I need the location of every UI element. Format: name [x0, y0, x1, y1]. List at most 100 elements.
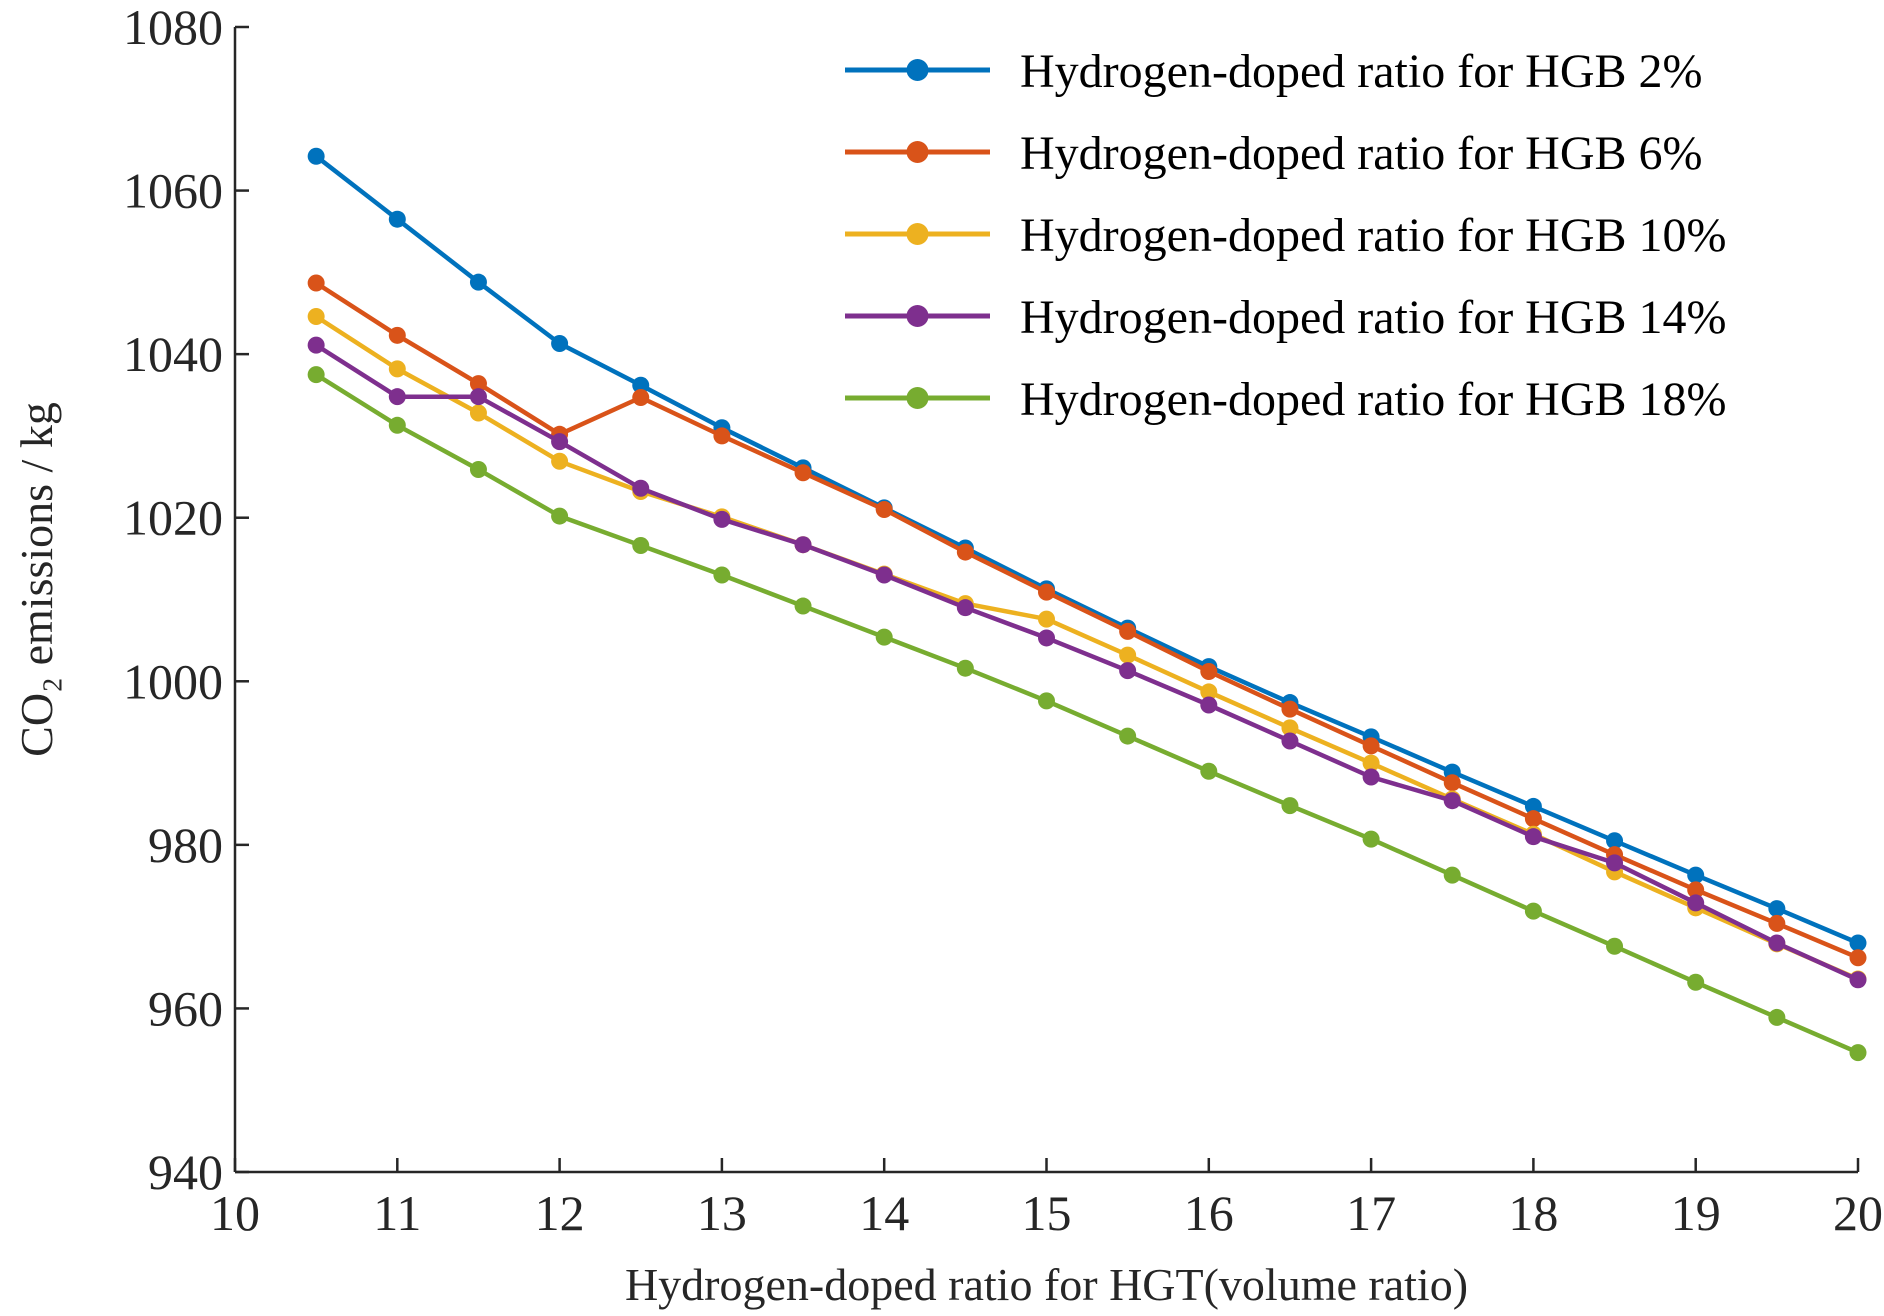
x-tick-label: 17: [1346, 1185, 1396, 1241]
y-tick-label: 1040: [123, 326, 223, 382]
legend-marker: [906, 223, 929, 245]
data-point: [1849, 971, 1867, 989]
data-point: [1281, 700, 1299, 718]
y-tick-label: 1000: [123, 653, 223, 709]
data-point: [1200, 662, 1218, 680]
data-point: [794, 464, 812, 482]
y-tick-label: 1020: [123, 490, 223, 546]
data-point: [1281, 719, 1299, 737]
data-point: [307, 274, 325, 292]
data-point: [307, 308, 325, 326]
data-point: [1443, 774, 1461, 792]
data-point: [1362, 754, 1380, 772]
data-point: [875, 501, 893, 519]
data-point: [875, 566, 893, 584]
legend-label: Hydrogen-doped ratio for HGB 10%: [1020, 209, 1727, 262]
series-4: [307, 336, 1867, 989]
x-tick-label: 20: [1833, 1185, 1883, 1241]
legend-entry: Hydrogen-doped ratio for HGB 10%: [845, 209, 1727, 262]
data-point: [307, 147, 325, 165]
data-point: [551, 452, 569, 470]
y-tick-label: 940: [148, 1144, 223, 1200]
data-point: [875, 628, 893, 646]
data-point: [1687, 973, 1705, 991]
data-point: [388, 416, 406, 434]
legend: Hydrogen-doped ratio for HGB 2% Hydrogen-…: [845, 45, 1727, 426]
data-point: [307, 336, 325, 354]
series-line: [314, 154, 1859, 946]
data-point: [632, 537, 650, 555]
series-1: [307, 147, 1867, 952]
legend-marker: [906, 141, 929, 163]
axes: 10 11 12 13 14 15 16 17 18 19 20 940 960 980 1000 1020 1…: [11, 0, 1883, 1310]
data-point: [307, 366, 325, 384]
y-tick-label: 1080: [123, 0, 223, 55]
data-point: [388, 210, 406, 228]
data-point: [1849, 934, 1867, 952]
data-point: [1606, 937, 1624, 955]
data-point: [1200, 683, 1218, 701]
data-point: [713, 566, 731, 584]
legend-marker: [906, 387, 929, 409]
data-point: [1119, 662, 1137, 680]
legend-entry: Hydrogen-doped ratio for HGB 6%: [845, 127, 1703, 180]
x-tick-label: 13: [697, 1185, 747, 1241]
data-point: [1849, 1044, 1867, 1062]
data-point: [1281, 797, 1299, 815]
series-line: [314, 281, 1859, 960]
data-point: [1038, 610, 1055, 628]
data-point: [632, 479, 650, 497]
data-point: [1362, 768, 1380, 786]
data-point: [1119, 646, 1137, 664]
data-point: [1849, 949, 1867, 967]
x-tick-label: 11: [373, 1185, 421, 1241]
data-point: [1119, 727, 1137, 745]
data-point: [1687, 894, 1705, 912]
data-point: [388, 326, 406, 344]
x-tick-label: 14: [859, 1185, 909, 1241]
x-tick-label: 16: [1184, 1185, 1234, 1241]
data-point: [1524, 797, 1542, 815]
legend-label: Hydrogen-doped ratio for HGB 2%: [1020, 45, 1703, 98]
legend-entry: Hydrogen-doped ratio for HGB 18%: [845, 373, 1727, 426]
legend-label: Hydrogen-doped ratio for HGB 18%: [1020, 373, 1727, 426]
data-point: [956, 599, 974, 617]
data-point: [388, 388, 406, 406]
data-point: [1606, 854, 1624, 872]
series-line: [314, 372, 1859, 1055]
data-point: [1768, 1008, 1786, 1026]
data-point: [1606, 832, 1624, 850]
x-tick-label: 10: [210, 1185, 260, 1241]
data-point: [1768, 934, 1786, 952]
legend-entry: Hydrogen-doped ratio for HGB 2%: [845, 45, 1703, 98]
data-point: [632, 376, 650, 394]
data-point: [713, 427, 731, 445]
legend-marker: [906, 59, 929, 81]
data-point: [632, 388, 650, 406]
data-point: [1038, 583, 1055, 601]
y-tick-label: 980: [148, 817, 223, 873]
data-point: [794, 597, 812, 615]
data-point: [1362, 737, 1380, 755]
data-point: [1524, 828, 1542, 846]
data-point: [1200, 696, 1218, 714]
data-point: [469, 273, 487, 291]
data-point: [1768, 914, 1786, 932]
legend-entry: Hydrogen-doped ratio for HGB 14%: [845, 291, 1727, 344]
data-point: [713, 510, 731, 528]
data-point: [388, 360, 406, 378]
y-tick-label: 1060: [123, 163, 223, 219]
x-tick-label: 15: [1022, 1185, 1072, 1241]
x-axis-title: Hydrogen-doped ratio for HGT(volume rati…: [625, 1259, 1468, 1310]
data-point: [1687, 866, 1705, 884]
data-point: [469, 388, 487, 406]
data-point: [794, 536, 812, 554]
data-point: [1687, 881, 1705, 899]
data-point: [551, 433, 569, 451]
data-point: [1200, 762, 1218, 780]
x-tick-label: 19: [1671, 1185, 1721, 1241]
data-point: [1524, 810, 1542, 828]
data-point: [469, 460, 487, 478]
data-point: [469, 404, 487, 422]
data-point: [1362, 830, 1380, 848]
